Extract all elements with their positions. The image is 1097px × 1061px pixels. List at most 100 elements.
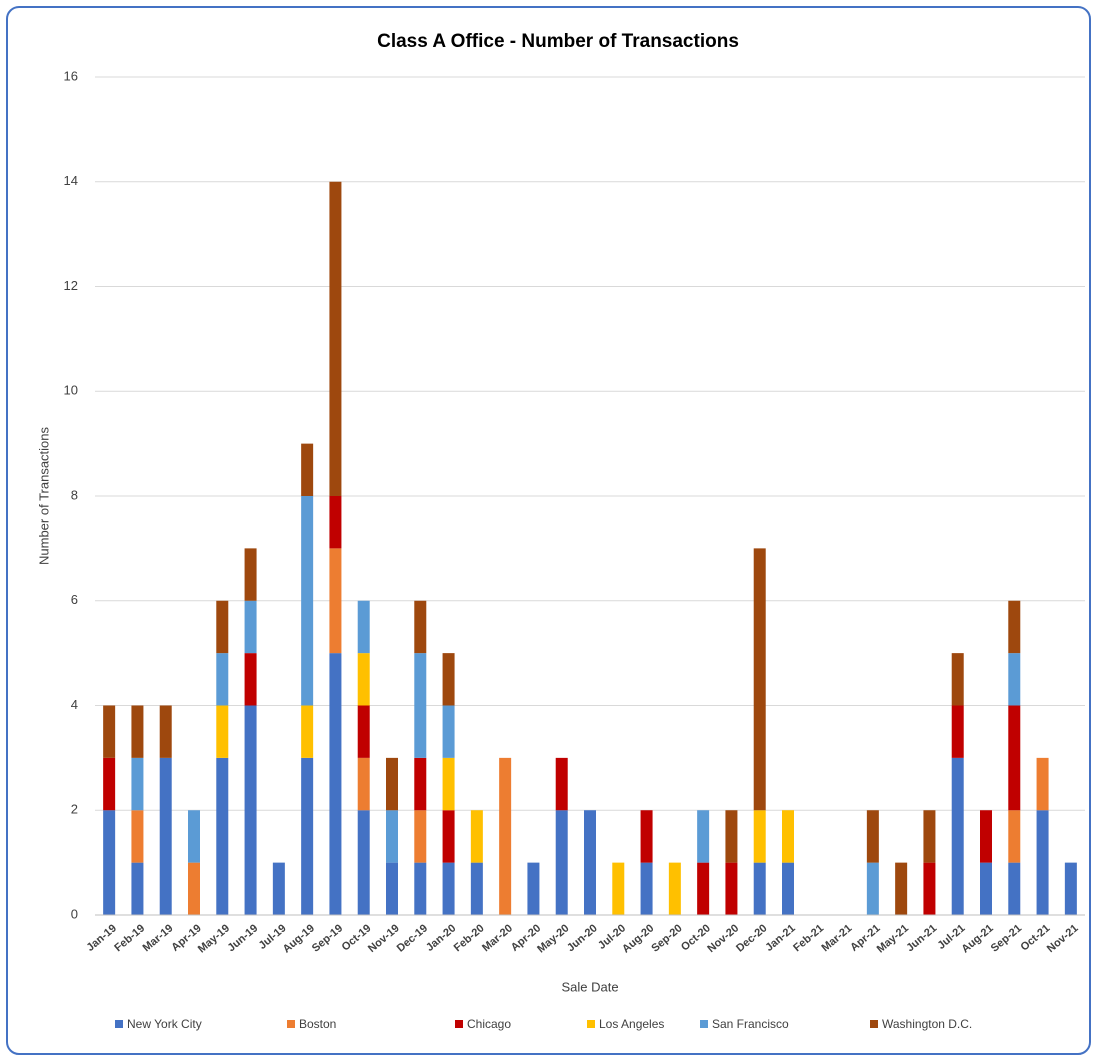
bar-segment bbox=[640, 810, 653, 863]
legend-swatch bbox=[455, 1020, 463, 1028]
bar-segment bbox=[753, 810, 766, 863]
bar-segment bbox=[697, 810, 710, 863]
bar-segment bbox=[414, 653, 427, 758]
bar-segment bbox=[131, 810, 144, 863]
bar-segment bbox=[951, 757, 964, 915]
bar-segment bbox=[1008, 862, 1021, 915]
bar-segment bbox=[188, 862, 200, 915]
bar-segment bbox=[188, 810, 200, 863]
bar-segment bbox=[584, 810, 596, 915]
y-tick-label: 16 bbox=[64, 68, 78, 83]
bar-segment bbox=[1008, 600, 1021, 654]
bar-segment bbox=[216, 653, 229, 706]
bar-segment bbox=[301, 496, 314, 706]
bar-segment bbox=[527, 862, 540, 915]
y-tick-label: 14 bbox=[64, 173, 78, 188]
bar-segment bbox=[272, 862, 285, 915]
bar-segment bbox=[951, 653, 964, 706]
bar-segment bbox=[301, 443, 314, 496]
legend-label: Boston bbox=[299, 1017, 336, 1031]
bar-segment bbox=[442, 653, 455, 706]
bar-segment bbox=[866, 862, 879, 915]
bar-segment bbox=[357, 705, 370, 758]
bar-segment bbox=[442, 810, 455, 863]
bar-segment bbox=[244, 653, 257, 706]
bar-segment bbox=[442, 862, 455, 915]
bar-segment bbox=[612, 862, 625, 915]
bar-segment bbox=[895, 862, 908, 915]
bar-segment bbox=[329, 496, 342, 549]
bar-segment bbox=[301, 757, 314, 915]
bar-segment bbox=[1064, 862, 1077, 915]
bar-segment bbox=[782, 862, 794, 915]
bar-segment bbox=[386, 862, 398, 915]
bar-segment bbox=[329, 181, 342, 496]
y-tick-label: 2 bbox=[71, 802, 78, 817]
bar-segment bbox=[414, 600, 427, 654]
bar-segment bbox=[668, 862, 681, 915]
legend-label: San Francisco bbox=[712, 1017, 789, 1031]
y-tick-label: 0 bbox=[71, 906, 78, 921]
chart-frame bbox=[6, 6, 1091, 1055]
y-tick-label: 6 bbox=[71, 592, 78, 607]
bar-segment bbox=[103, 757, 116, 811]
bar-segment bbox=[131, 757, 144, 811]
legend-label: Chicago bbox=[467, 1017, 511, 1031]
bar-segment bbox=[216, 757, 229, 915]
y-axis-title: Number of Transactions bbox=[36, 427, 51, 566]
bar-segment bbox=[555, 757, 568, 811]
bar-segment bbox=[357, 653, 370, 706]
y-tick-label: 8 bbox=[71, 487, 78, 502]
bar-segment bbox=[103, 705, 116, 758]
bar-segment bbox=[980, 810, 992, 863]
bar-segment bbox=[470, 810, 483, 863]
bar-segment bbox=[640, 862, 653, 915]
bar-segment bbox=[131, 705, 144, 758]
x-axis-title: Sale Date bbox=[561, 979, 618, 994]
y-tick-label: 4 bbox=[71, 697, 78, 712]
bar-segment bbox=[923, 862, 936, 915]
bar-segment bbox=[980, 862, 992, 915]
bar-segment bbox=[244, 548, 257, 601]
bar-segment bbox=[357, 757, 370, 811]
bar-segment bbox=[725, 862, 738, 915]
bar-segment bbox=[301, 705, 314, 758]
bar-segment bbox=[753, 548, 766, 811]
bar-segment bbox=[386, 810, 398, 863]
legend-swatch bbox=[700, 1020, 708, 1028]
bar-segment bbox=[131, 862, 144, 915]
bar-segment bbox=[499, 757, 512, 915]
legend-swatch bbox=[587, 1020, 595, 1028]
bar-segment bbox=[103, 810, 116, 915]
bar-segment bbox=[357, 810, 370, 915]
bar-segment bbox=[470, 862, 483, 915]
bar-segment bbox=[1036, 757, 1049, 811]
bar-segment bbox=[159, 705, 172, 758]
bar-segment bbox=[1036, 810, 1049, 915]
bar-segment bbox=[216, 600, 229, 654]
bar-segment bbox=[159, 757, 172, 915]
bar-segment bbox=[414, 810, 427, 863]
bar-segment bbox=[555, 810, 568, 915]
bar-segment bbox=[782, 810, 794, 863]
bar-segment bbox=[216, 705, 229, 758]
bar-segment bbox=[244, 705, 257, 915]
legend-swatch bbox=[287, 1020, 295, 1028]
legend-label: New York City bbox=[127, 1017, 202, 1031]
bar-segment bbox=[386, 757, 398, 811]
bar-segment bbox=[357, 600, 370, 654]
legend-swatch bbox=[115, 1020, 123, 1028]
bar-segment bbox=[329, 653, 342, 915]
legend-label: Los Angeles bbox=[599, 1017, 664, 1031]
y-tick-label: 12 bbox=[64, 278, 78, 293]
bar-segment bbox=[244, 600, 257, 654]
bar-segment bbox=[1008, 705, 1021, 811]
bar-segment bbox=[442, 705, 455, 758]
bar-segment bbox=[1008, 653, 1021, 706]
bar-segment bbox=[442, 757, 455, 811]
bar-segment bbox=[1008, 810, 1021, 863]
bar-segment bbox=[414, 757, 427, 811]
bar-segment bbox=[753, 862, 766, 915]
bar-segment bbox=[697, 862, 710, 915]
